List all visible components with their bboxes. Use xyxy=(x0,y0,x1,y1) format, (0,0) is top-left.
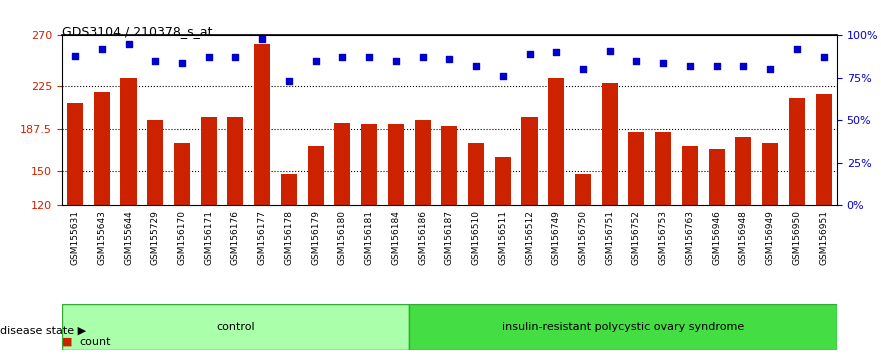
Bar xyxy=(708,149,725,205)
Point xyxy=(389,58,403,64)
Bar xyxy=(174,143,190,205)
Bar xyxy=(495,156,511,205)
Point xyxy=(469,63,483,69)
Point xyxy=(122,41,136,47)
Bar xyxy=(816,94,832,205)
Point xyxy=(629,58,643,64)
Point xyxy=(656,60,670,65)
Point xyxy=(308,58,322,64)
Text: GDS3104 / 210378_s_at: GDS3104 / 210378_s_at xyxy=(62,25,212,38)
Bar xyxy=(281,173,297,205)
Point xyxy=(522,51,537,57)
Point xyxy=(148,58,162,64)
FancyBboxPatch shape xyxy=(62,304,409,350)
Bar xyxy=(361,124,377,205)
Point xyxy=(282,79,296,84)
Bar xyxy=(147,120,163,205)
Text: count: count xyxy=(79,337,111,347)
Bar xyxy=(575,173,591,205)
FancyBboxPatch shape xyxy=(409,304,837,350)
Point xyxy=(416,55,430,60)
Bar xyxy=(67,103,83,205)
Point xyxy=(442,56,456,62)
Bar xyxy=(307,147,323,205)
Point xyxy=(362,55,376,60)
Text: insulin-resistant polycystic ovary syndrome: insulin-resistant polycystic ovary syndr… xyxy=(502,322,744,332)
Bar xyxy=(468,143,484,205)
Point xyxy=(576,67,590,72)
Point xyxy=(763,67,777,72)
Bar xyxy=(227,117,243,205)
Point xyxy=(683,63,697,69)
Point xyxy=(709,63,723,69)
Bar xyxy=(441,126,457,205)
Bar xyxy=(201,117,217,205)
Bar xyxy=(762,143,778,205)
Bar xyxy=(388,124,403,205)
Bar xyxy=(93,92,110,205)
Point xyxy=(202,55,216,60)
Point xyxy=(95,46,109,52)
Point xyxy=(549,50,563,55)
Point xyxy=(336,55,350,60)
Text: control: control xyxy=(216,322,255,332)
Bar xyxy=(335,122,351,205)
Point xyxy=(496,73,510,79)
Bar xyxy=(682,147,698,205)
Bar xyxy=(121,79,137,205)
Point xyxy=(255,36,270,42)
Point xyxy=(817,55,831,60)
Bar xyxy=(415,120,431,205)
Bar xyxy=(736,137,751,205)
Bar xyxy=(655,132,671,205)
Point xyxy=(789,46,803,52)
Bar xyxy=(254,45,270,205)
Text: disease state ▶: disease state ▶ xyxy=(0,326,86,336)
Bar xyxy=(522,117,537,205)
Bar xyxy=(628,132,645,205)
Bar xyxy=(788,98,805,205)
Text: ■: ■ xyxy=(62,337,72,347)
Point xyxy=(228,55,242,60)
Point xyxy=(603,48,617,53)
Point xyxy=(175,60,189,65)
Point xyxy=(68,53,82,59)
Point xyxy=(737,63,751,69)
Bar xyxy=(602,83,618,205)
Bar xyxy=(548,79,564,205)
